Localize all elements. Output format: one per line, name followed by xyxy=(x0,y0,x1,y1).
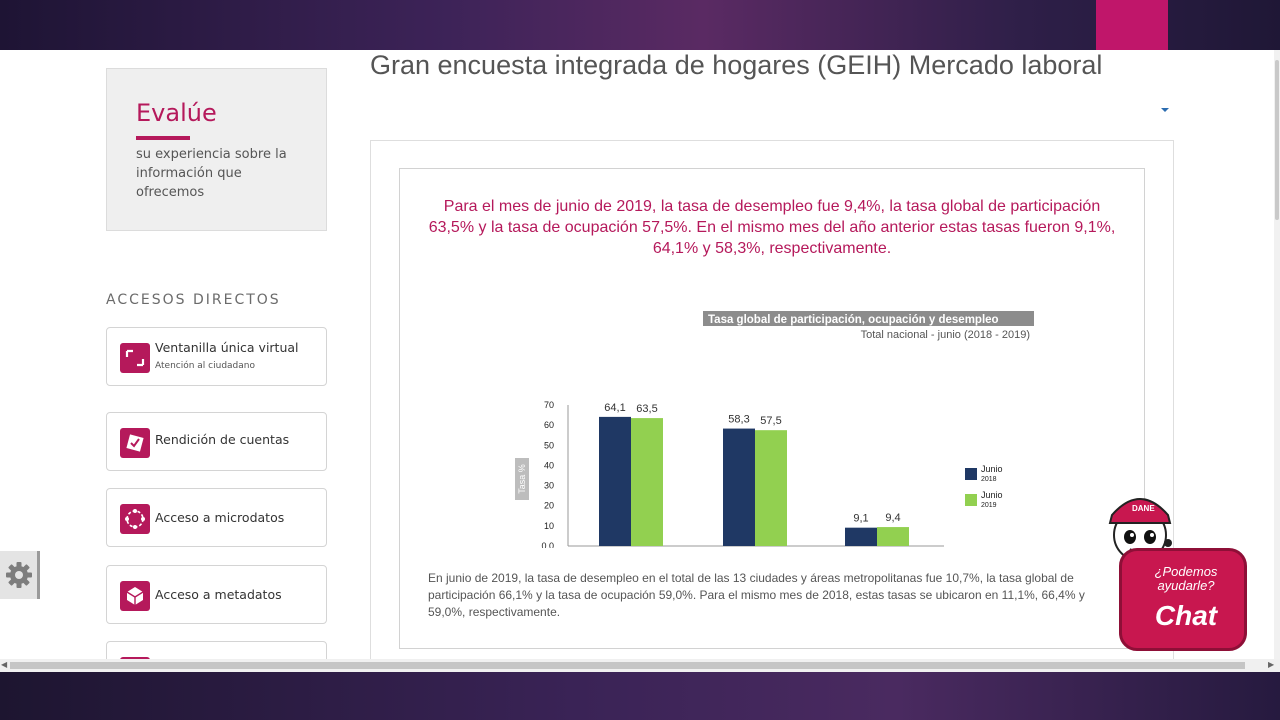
settings-tab[interactable] xyxy=(0,551,40,599)
window-icon xyxy=(120,343,150,373)
presentation-frame-bottom xyxy=(0,672,1280,720)
legend-label: Junio xyxy=(981,464,1003,474)
bar-tgp-2018 xyxy=(599,416,631,546)
mascot-badge: DANE xyxy=(1132,504,1155,513)
web-page: Evalúe su experiencia sobre la informaci… xyxy=(0,50,1280,672)
bar-td-2019 xyxy=(877,527,909,546)
bar-to-2018 xyxy=(723,428,755,546)
presentation-frame-top xyxy=(0,0,1280,50)
horizontal-scrollbar[interactable]: ◀ ▶ xyxy=(0,659,1280,672)
accesos-directos-heading: ACCESOS DIRECTOS xyxy=(106,292,281,308)
title-underline xyxy=(136,136,190,140)
gear-icon xyxy=(5,562,32,588)
bar-value-label: 9,4 xyxy=(885,512,900,524)
y-tick-label: 50 xyxy=(544,440,554,450)
y-axis-label-bg xyxy=(515,458,529,500)
y-tick-label: 40 xyxy=(544,460,554,470)
vertical-scroll-thumb[interactable] xyxy=(1275,60,1279,220)
headline-text: Para el mes de junio de 2019, la tasa de… xyxy=(428,198,1116,257)
bar-value-label: 64,1 xyxy=(604,402,625,414)
y-tick-label: 0,0 xyxy=(541,541,554,548)
rendicion-cuentas-button[interactable]: Rendición de cuentas xyxy=(106,412,327,471)
chart-subtitle: Total nacional - junio (2018 - 2019) xyxy=(861,329,1030,341)
metadatos-label: Acceso a metadatos xyxy=(155,587,282,602)
y-axis-label: Tasa % xyxy=(517,464,527,494)
chat-label: Chat xyxy=(1154,600,1218,631)
ventanilla-label: Ventanilla única virtual xyxy=(155,340,299,355)
circle-dots-icon xyxy=(120,504,150,534)
y-tick-label: 30 xyxy=(544,481,554,491)
rendicion-label: Rendición de cuentas xyxy=(155,432,290,447)
y-tick-label: 70 xyxy=(544,400,554,410)
legend-swatch xyxy=(965,494,977,506)
cube-icon xyxy=(120,581,150,611)
bar-chart: Tasa global de participación, ocupación … xyxy=(515,311,1034,548)
bar-td-2018 xyxy=(845,527,877,546)
chat-question: ¿Podemos ayudarle? xyxy=(1154,564,1218,593)
legend-label: Junio xyxy=(981,490,1003,500)
brand-accent-block xyxy=(1096,0,1168,50)
acceso-microdatos-button[interactable]: Acceso a microdatos xyxy=(106,488,327,547)
body-paragraph: En junio de 2019, la tasa de desempleo e… xyxy=(428,571,1085,619)
ventanilla-sublabel: Atención al ciudadano xyxy=(155,361,255,371)
bar-value-label: 57,5 xyxy=(760,415,781,427)
horizontal-scroll-thumb[interactable] xyxy=(10,662,1245,669)
bar-value-label: 9,1 xyxy=(853,513,868,525)
chart-title-bg xyxy=(703,311,1034,326)
evalue-description: su experiencia sobre la información que … xyxy=(136,147,287,200)
acceso-metadatos-button[interactable]: Acceso a metadatos xyxy=(106,565,327,624)
page-title: Gran encuesta integrada de hogares (GEIH… xyxy=(370,50,1103,80)
scroll-left-icon[interactable]: ◀ xyxy=(1,660,8,669)
legend-year: 2018 xyxy=(981,476,997,483)
chart-title: Tasa global de participación, ocupación … xyxy=(708,314,999,326)
chat-widget[interactable]: DANE ¿Podemos ayudarle? Chat xyxy=(1100,485,1250,655)
legend-swatch xyxy=(965,468,977,480)
infographic-card xyxy=(399,168,1145,649)
legend-year: 2019 xyxy=(981,502,997,509)
vertical-scrollbar[interactable] xyxy=(1274,50,1280,672)
scroll-right-icon[interactable]: ▶ xyxy=(1268,660,1275,669)
chevron-down-icon[interactable] xyxy=(1161,108,1169,112)
ventanilla-unica-button[interactable]: Ventanilla única virtual Atención al ciu… xyxy=(106,327,327,386)
bar-value-label: 63,5 xyxy=(636,403,657,415)
chat-button[interactable]: ¿Podemos ayudarle? Chat xyxy=(1119,548,1247,651)
y-tick-label: 20 xyxy=(544,501,554,511)
evalue-title[interactable]: Evalúe xyxy=(136,99,217,127)
evalue-panel[interactable]: Evalúe su experiencia sobre la informaci… xyxy=(106,68,327,231)
microdatos-label: Acceso a microdatos xyxy=(155,510,285,525)
checkmark-icon xyxy=(120,428,150,458)
bar-tgp-2019 xyxy=(631,418,663,546)
bar-to-2019 xyxy=(755,430,787,546)
y-tick-label: 60 xyxy=(544,420,554,430)
bar-value-label: 58,3 xyxy=(728,414,749,426)
y-tick-label: 10 xyxy=(544,521,554,531)
